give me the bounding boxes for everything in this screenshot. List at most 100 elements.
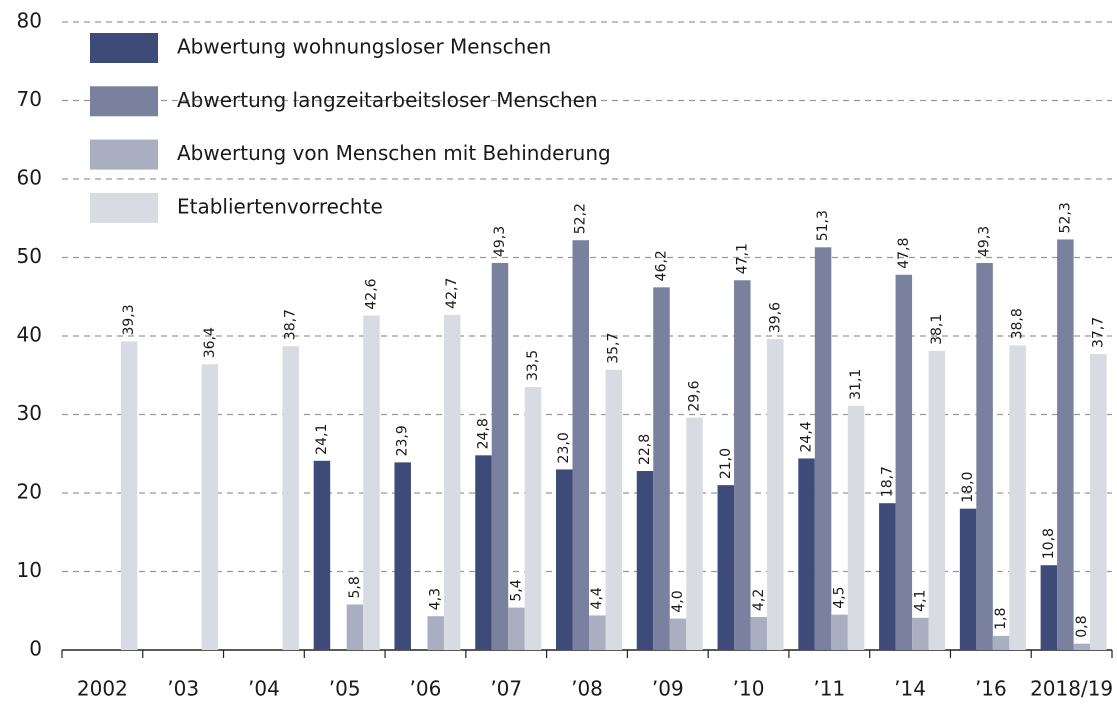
bar: [394, 462, 411, 650]
value-label: 33,5: [525, 350, 541, 381]
value-label: 29,6: [687, 380, 703, 411]
bar: [120, 341, 138, 650]
legend-swatch: [90, 139, 158, 170]
bar: [879, 503, 896, 650]
x-tick-label: ’06: [410, 677, 442, 701]
x-tick-label: ’09: [652, 677, 684, 701]
bar: [282, 346, 299, 650]
value-label: 49,3: [977, 226, 993, 257]
bar: [1090, 354, 1107, 650]
value-label: 39,3: [121, 304, 137, 335]
value-label: 4,5: [832, 586, 848, 608]
x-tick-label: 2018/19: [1030, 677, 1113, 701]
bar: [1040, 565, 1058, 650]
value-label: 35,7: [606, 333, 622, 364]
bar: [443, 314, 461, 650]
value-label: 24,1: [314, 424, 330, 455]
x-tick-label: ’14: [894, 677, 926, 701]
legend-label: Etabliertenvorrechte: [177, 194, 383, 218]
value-label: 4,0: [670, 590, 686, 612]
y-tick-label: 50: [17, 244, 42, 268]
bar: [1073, 643, 1091, 650]
y-tick-label: 0: [29, 637, 42, 661]
x-tick-label: ’16: [975, 677, 1007, 701]
bar: [959, 508, 977, 650]
y-tick-label: 10: [17, 558, 42, 582]
x-tick-label: ’07: [490, 677, 522, 701]
value-label: 31,1: [848, 369, 864, 400]
bar: [1009, 345, 1026, 650]
bar: [363, 315, 380, 650]
legend-swatch: [90, 86, 158, 117]
bar: [491, 262, 509, 650]
legend-swatch: [90, 33, 158, 63]
value-label: 52,3: [1057, 202, 1073, 233]
bar: [847, 405, 865, 650]
value-label: 38,8: [1010, 308, 1026, 339]
bar: [524, 387, 542, 650]
x-tick-label: ’08: [571, 677, 603, 701]
bar: [653, 287, 670, 650]
bar: [798, 458, 815, 650]
value-label: 4,3: [428, 588, 444, 610]
value-label: 24,8: [475, 418, 491, 449]
value-label: 18,0: [960, 472, 976, 503]
bar: [475, 455, 492, 650]
value-label: 51,3: [815, 210, 831, 241]
value-label: 4,4: [589, 587, 605, 609]
value-label: 42,6: [363, 278, 379, 309]
bar: [313, 460, 331, 650]
bar: [895, 274, 913, 650]
x-tick-label: ’11: [813, 677, 845, 701]
x-tick-label: 2002: [77, 677, 128, 701]
legend-label: Abwertung langzeitarbeitsloser Menschen: [177, 88, 598, 112]
x-tick-label: ’10: [733, 677, 765, 701]
bar: [717, 485, 735, 650]
bar: [992, 635, 1010, 650]
bar: [636, 471, 654, 650]
bar: [508, 607, 525, 650]
bar: [572, 240, 589, 651]
x-tick-label: ’03: [167, 677, 199, 701]
value-label: 37,7: [1090, 317, 1106, 348]
value-label: 23,0: [556, 432, 572, 463]
bar: [427, 616, 444, 650]
bar: [831, 614, 848, 650]
value-label: 24,4: [799, 421, 815, 452]
value-label: 47,1: [734, 243, 750, 274]
bar: [1057, 239, 1074, 650]
bar: [589, 615, 606, 650]
legend-label: Abwertung von Menschen mit Behinderung: [177, 141, 611, 165]
value-label: 18,7: [879, 466, 895, 497]
bar: [928, 350, 946, 650]
bar: [346, 604, 364, 650]
y-tick-label: 80: [17, 9, 42, 33]
bar: [669, 618, 687, 650]
y-tick-label: 20: [17, 480, 42, 504]
legend-swatch: [90, 192, 158, 223]
y-tick-label: 30: [17, 401, 42, 425]
value-label: 0,8: [1074, 615, 1090, 637]
x-tick-label: ’05: [329, 677, 361, 701]
value-label: 4,2: [751, 589, 767, 611]
value-label: 4,1: [912, 590, 928, 612]
value-label: 22,8: [637, 434, 653, 465]
value-label: 47,8: [896, 238, 912, 269]
bar: [912, 617, 929, 650]
legend-label: Abwertung wohnungsloser Menschen: [177, 35, 551, 59]
value-label: 39,6: [767, 302, 783, 333]
value-label: 5,8: [347, 576, 363, 598]
value-label: 38,7: [283, 309, 299, 340]
y-tick-label: 70: [17, 87, 42, 111]
x-tick-label: ’04: [248, 677, 280, 701]
bar: [201, 364, 219, 650]
value-label: 23,9: [395, 425, 411, 456]
value-label: 10,8: [1041, 528, 1057, 559]
value-label: 42,7: [444, 278, 460, 309]
bar: [976, 262, 993, 650]
value-label: 46,2: [654, 250, 670, 281]
bar: [814, 247, 832, 651]
value-label: 5,4: [508, 579, 524, 601]
bar: [686, 417, 703, 650]
